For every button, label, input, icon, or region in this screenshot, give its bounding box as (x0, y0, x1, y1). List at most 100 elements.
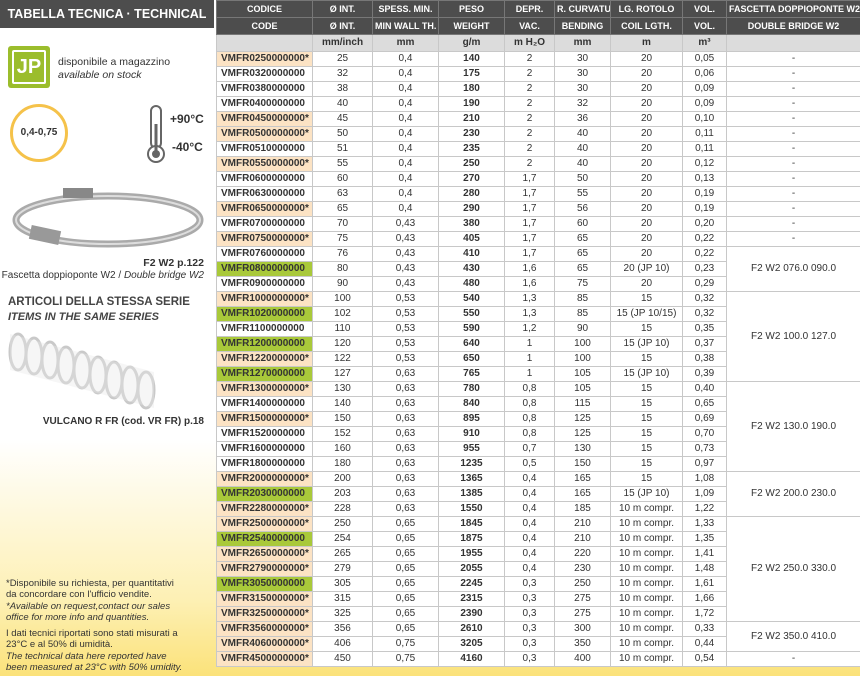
value-cell: 50 (554, 171, 611, 187)
value-cell: 1,35 (682, 531, 727, 547)
bridge-cell: - (726, 186, 860, 202)
value-cell: 780 (438, 381, 505, 397)
value-cell: 65 (554, 261, 611, 277)
value-cell: 15 (610, 396, 683, 412)
value-cell: 315 (312, 591, 373, 607)
code-cell: VMFR0700000000 (216, 216, 313, 232)
value-cell: 1,3 (504, 291, 555, 307)
value-cell: 2055 (438, 561, 505, 577)
value-cell: 0,8 (504, 426, 555, 442)
clamp-it: Fascetta doppioponte W2 / (1, 270, 124, 281)
value-cell: 165 (554, 486, 611, 502)
value-cell: 480 (438, 276, 505, 292)
data-row: VMFR2650000000* 265 0,65 1955 0,4 220 10 m com… (216, 546, 860, 562)
value-cell: 40 (554, 156, 611, 172)
value-cell: 1,7 (504, 216, 555, 232)
value-cell: 0,8 (504, 411, 555, 427)
value-cell: 265 (312, 546, 373, 562)
value-cell: 15 (JP 10/15) (610, 306, 683, 322)
value-cell: 175 (438, 66, 505, 82)
value-cell: 120 (312, 336, 373, 352)
code-cell: VMFR2790000000* (216, 561, 313, 577)
code-cell: VMFR2000000000* (216, 471, 313, 487)
value-cell: 1,08 (682, 471, 727, 487)
data-row: VMFR0550000000* 55 0,4 250 2 40 20 0,12- (216, 156, 860, 172)
value-cell: 228 (312, 501, 373, 517)
value-cell: 0,29 (682, 276, 727, 292)
value-cell: 550 (438, 306, 505, 322)
value-cell: 36 (554, 111, 611, 127)
data-row: VMFR0510000000 51 0,4 235 2 40 20 0,11- (216, 141, 860, 157)
value-cell: 0,65 (372, 576, 439, 592)
data-row: VMFR0250000000* 25 0,4 140 2 30 20 0,05- (216, 51, 860, 67)
value-cell: 51 (312, 141, 373, 157)
value-cell: 200 (312, 471, 373, 487)
value-cell: 2245 (438, 576, 505, 592)
value-cell: 0,4 (372, 66, 439, 82)
value-cell: 15 (JP 10) (610, 336, 683, 352)
data-row: VMFR3560000000* 356 0,65 2610 0,3 300 10 m com… (216, 621, 860, 652)
note-en: *Available on request,contact our sales … (6, 601, 171, 623)
value-cell: 1,66 (682, 591, 727, 607)
data-row: VMFR2280000000* 228 0,63 1550 0,4 185 10 m com… (216, 501, 860, 517)
value-cell: 125 (554, 411, 611, 427)
value-cell: 1,7 (504, 231, 555, 247)
value-cell: 840 (438, 396, 505, 412)
data-row: VMFR3150000000* 315 0,65 2315 0,3 275 10 m com… (216, 591, 860, 607)
value-cell: 910 (438, 426, 505, 442)
value-cell: 15 (610, 321, 683, 337)
code-cell: VMFR1100000000 (216, 321, 313, 337)
clamp-image (12, 188, 204, 248)
value-cell: 1,7 (504, 246, 555, 262)
value-cell: 165 (554, 471, 611, 487)
stock-en: available on stock (58, 69, 142, 81)
value-cell: 75 (312, 231, 373, 247)
value-cell: 410 (438, 246, 505, 262)
data-row: VMFR1400000000 140 0,63 840 0,8 115 15 0,65 (216, 396, 860, 412)
column-header: MIN WALL TH. (372, 17, 439, 35)
data-row: VMFR0600000000 60 0,4 270 1,7 50 20 0,13- (216, 171, 860, 187)
value-cell: 1,22 (682, 501, 727, 517)
value-cell: 20 (610, 201, 683, 217)
value-cell: 0,65 (372, 531, 439, 547)
data-row: VMFR0750000000* 75 0,43 405 1,7 65 20 0,22- (216, 231, 860, 247)
value-cell: 250 (312, 516, 373, 532)
column-header: COIL LGTH. (610, 17, 683, 35)
value-cell: 275 (554, 606, 611, 622)
value-cell: 0,4 (504, 546, 555, 562)
value-cell: 0,19 (682, 201, 727, 217)
value-cell: 350 (554, 636, 611, 652)
code-cell: VMFR0450000000* (216, 111, 313, 127)
bridge-cell: F2 W2 100.0 127.0 (726, 291, 860, 382)
value-cell: 55 (312, 156, 373, 172)
value-cell: 290 (438, 201, 505, 217)
value-cell: 0,65 (372, 591, 439, 607)
value-cell: 0,63 (372, 366, 439, 382)
value-cell: 2610 (438, 621, 505, 637)
value-cell: 56 (554, 201, 611, 217)
column-header: SPESS. MIN. (372, 0, 439, 18)
column-header: BENDING (554, 17, 611, 35)
value-cell: 20 (610, 66, 683, 82)
value-cell: 1385 (438, 486, 505, 502)
code-cell: VMFR1600000000 (216, 441, 313, 457)
data-row: VMFR3050000000 305 0,65 2245 0,3 250 10 m comp… (216, 576, 860, 592)
value-cell: 540 (438, 291, 505, 307)
data-row: VMFR1600000000 160 0,63 955 0,7 130 15 0,73 (216, 441, 860, 457)
data-row: VMFR0320000000 32 0,4 175 2 30 20 0,06- (216, 66, 860, 82)
bridge-cell: - (726, 96, 860, 112)
column-header: mm/inch (312, 34, 373, 52)
value-cell: 10 m compr. (610, 531, 683, 547)
value-cell: 895 (438, 411, 505, 427)
column-header: FASCETTA DOPPIOPONTE W2 (726, 0, 860, 18)
code-cell: VMFR0400000000 (216, 96, 313, 112)
column-header: m (610, 34, 683, 52)
column-header: g/m (438, 34, 505, 52)
value-cell: 279 (312, 561, 373, 577)
clamp-ref: F2 W2 p.122 (143, 257, 204, 269)
column-header: R. CURVATURA (554, 0, 611, 18)
value-cell: 15 (610, 426, 683, 442)
value-cell: 1550 (438, 501, 505, 517)
value-cell: 20 (610, 156, 683, 172)
column-header: m H₂O (504, 34, 555, 52)
